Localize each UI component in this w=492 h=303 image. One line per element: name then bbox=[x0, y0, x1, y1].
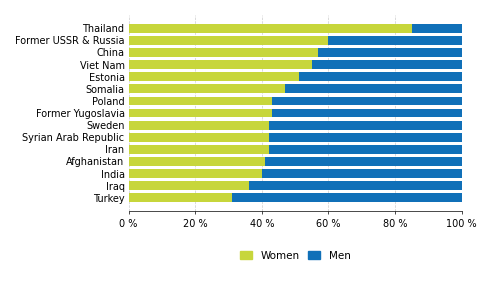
Bar bbox=[129, 133, 269, 142]
Bar bbox=[269, 121, 461, 129]
Bar bbox=[412, 24, 461, 33]
Bar bbox=[265, 157, 461, 166]
Bar bbox=[129, 60, 312, 69]
Bar bbox=[129, 181, 248, 190]
Bar bbox=[129, 24, 412, 33]
Bar bbox=[129, 121, 269, 129]
Bar bbox=[299, 72, 461, 81]
Bar bbox=[248, 181, 461, 190]
Bar bbox=[272, 109, 461, 117]
Bar bbox=[269, 133, 461, 142]
Bar bbox=[269, 145, 461, 154]
Bar bbox=[272, 97, 461, 105]
Legend: Women, Men: Women, Men bbox=[236, 246, 355, 265]
Bar bbox=[129, 97, 272, 105]
Bar bbox=[262, 169, 461, 178]
Bar bbox=[329, 36, 461, 45]
Bar bbox=[129, 169, 262, 178]
Bar bbox=[318, 48, 461, 57]
Bar bbox=[129, 36, 329, 45]
Bar bbox=[129, 157, 265, 166]
Bar bbox=[312, 60, 461, 69]
Bar bbox=[285, 85, 461, 93]
Bar bbox=[232, 193, 461, 202]
Bar bbox=[129, 48, 318, 57]
Bar bbox=[129, 193, 232, 202]
Bar bbox=[129, 109, 272, 117]
Bar bbox=[129, 145, 269, 154]
Bar bbox=[129, 72, 299, 81]
Bar bbox=[129, 85, 285, 93]
